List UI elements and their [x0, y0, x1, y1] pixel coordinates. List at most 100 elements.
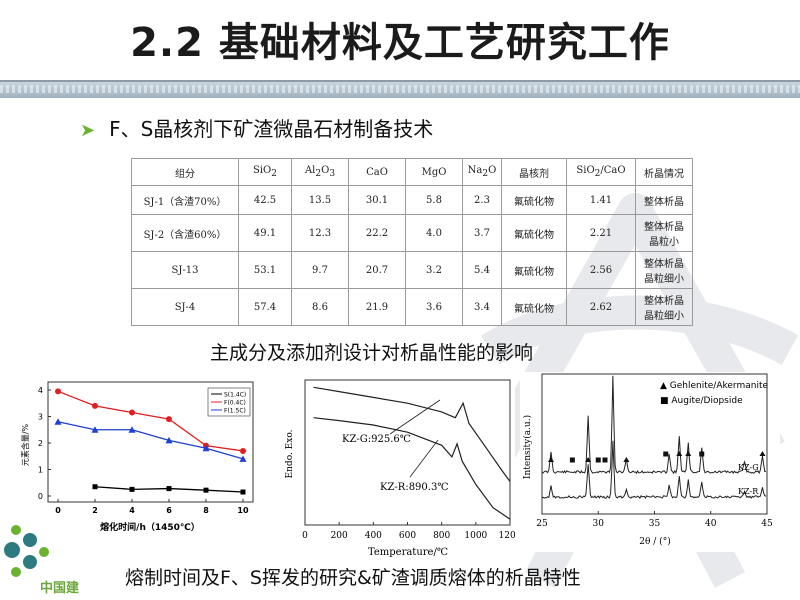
cell-ratio: 1.41: [566, 185, 636, 215]
cell-al2o3: 9.7: [291, 251, 349, 289]
cell-crystallization: 整体析晶 晶粒细小: [635, 251, 693, 289]
company-logo: [4, 525, 49, 577]
cell-nucleant: 氟硫化物: [501, 251, 567, 289]
cell-sio2: 49.1: [238, 214, 292, 252]
gehlenite-marker: [676, 451, 683, 456]
table-header: SiO2: [238, 158, 292, 186]
footer-company-text: 中国建: [40, 581, 80, 596]
chart2-xtick-label: 200: [331, 531, 348, 541]
chart2-xtick-label: 600: [399, 531, 416, 541]
chart3-xtick-label: 25: [536, 519, 548, 529]
kz-r-annotation-line: [409, 439, 439, 478]
chart1-series-line: [57, 390, 244, 452]
cell-crystallization: 整体析晶 晶粒小: [635, 214, 693, 252]
chart1-ytick-label: 3: [38, 413, 43, 422]
chart2-xlabel: Temperature/℃: [368, 547, 448, 558]
chart1-point: [128, 426, 136, 433]
cell-mgo: 3.2: [405, 251, 463, 289]
kz-g-label: KZ-G: [738, 463, 759, 472]
chart1-point: [92, 402, 98, 409]
augite-marker: [602, 457, 608, 463]
kz-g-annotation-line: [389, 399, 441, 435]
cell-ratio: 2.62: [566, 288, 636, 326]
slide-title: 2.2 基础材料及工艺研究工作: [130, 20, 670, 66]
title-divider-bar: [0, 80, 800, 98]
chart1-ytick-label: 2: [38, 439, 43, 448]
kz-g-annotation: KZ-G:925.6℃: [342, 434, 411, 445]
caption-bottom: 熔制时间及F、S挥发的研究&矿渣调质熔体的析晶特性: [125, 567, 581, 589]
cell-crystallization: 整体析晶: [635, 185, 693, 215]
xrd-chart: 25 30 35 40 45 ▲ Gehlenite/Akermanite ■ Augi…: [520, 372, 780, 552]
cell-cao: 21.9: [348, 288, 406, 326]
kz-r-curve: [313, 417, 511, 520]
xrd-legend-gehlenite: ▲ Gehlenite/Akermanite: [660, 381, 768, 391]
table-row: SJ-13 53.1 9.7 20.7 3.2 5.4 氟硫化物 2.56 整体…: [131, 251, 693, 289]
table-header: CaO: [348, 158, 406, 186]
chart2-xtick-label: 400: [365, 531, 382, 541]
cell-na2o: 3.7: [462, 214, 502, 252]
augite-marker: [595, 457, 601, 463]
table-header: Al2O3: [291, 158, 349, 186]
gehlenite-marker: [623, 457, 630, 462]
augite-marker: [699, 451, 705, 457]
chart1-xtick-label: 4: [129, 506, 135, 515]
cell-sample: SJ-13: [131, 251, 239, 289]
cell-sio2: 53.1: [238, 251, 292, 289]
chart1-ytick-label: 4: [38, 386, 43, 395]
table-header-row: 组分 SiO2 Al2O3 CaO MgO Na2O 晶核剂 SiO2/CaO …: [131, 158, 693, 186]
chart2-xtick-label: 1000: [464, 531, 487, 541]
kz-g-pattern: [541, 375, 766, 475]
gehlenite-marker: [685, 451, 692, 456]
chart1-point: [239, 455, 247, 462]
cell-cao: 20.7: [348, 251, 406, 289]
chart1-xtick-label: 8: [203, 506, 209, 515]
table-row: SJ-1（含渣70%） 42.5 13.5 30.1 5.8 2.3 氟硫化物 …: [131, 185, 693, 215]
chart1-point: [202, 444, 210, 452]
chart1-xtick-label: 10: [237, 506, 249, 515]
chart1-point: [91, 426, 99, 433]
kz-r-label: KZ-R: [738, 487, 759, 496]
chart3-ylabel: Intensity(a.u.): [522, 415, 533, 479]
chart1-point: [203, 487, 209, 493]
chart2-xtick-label: 1200: [499, 531, 515, 541]
table-header: 组分: [131, 158, 239, 186]
cell-al2o3: 12.3: [291, 214, 349, 252]
cell-na2o: 3.4: [462, 288, 502, 326]
chart3-xlabel: 2θ / (°): [639, 536, 670, 547]
cell-ratio: 2.56: [566, 251, 636, 289]
chart2-xtick-label: 0: [302, 531, 308, 541]
chart1-legend-label: F(1.5C): [224, 408, 246, 415]
xrd-legend-augite: ■ Augite/Diopside: [660, 396, 743, 406]
kz-r-pattern: [541, 440, 767, 500]
chart1-point: [240, 447, 246, 454]
cell-mgo: 5.8: [405, 185, 463, 215]
chart1-xlabel: 熔化时间/h（1450℃）: [100, 521, 200, 533]
chart1-xtick-label: 0: [55, 506, 61, 515]
table-row: SJ-4 57.4 8.6 21.9 3.6 3.4 氟硫化物 2.62 整体析…: [131, 288, 693, 326]
chart3-xtick-label: 35: [649, 519, 661, 529]
augite-marker: [663, 451, 669, 457]
table-header: Na2O: [462, 158, 502, 186]
table-row: SJ-2（含渣60%） 49.1 12.3 22.2 4.0 3.7 氟硫化物 …: [131, 214, 693, 252]
kz-g-curve: [313, 386, 511, 482]
cell-sample: SJ-4: [131, 288, 239, 326]
gehlenite-marker: [759, 451, 766, 456]
dta-chart: 0 200 400 600 800 1000 1200 KZ-G:925.6℃ KZ-R:8…: [280, 372, 515, 562]
chart2-ylabel: Endo. Exo.: [285, 429, 295, 478]
cell-sample: SJ-1（含渣70%）: [131, 185, 239, 215]
chart1-ytick-label: 0: [38, 492, 43, 501]
chart1-point: [92, 484, 98, 490]
gehlenite-marker: [585, 457, 592, 462]
cell-nucleant: 氟硫化物: [501, 288, 567, 326]
composition-table: 组分 SiO2 Al2O3 CaO MgO Na2O 晶核剂 SiO2/CaO …: [131, 158, 693, 326]
chart3-xtick-label: 40: [705, 519, 717, 529]
bullet-arrow-icon: ➤: [80, 120, 96, 141]
chart2-xtick-label: 800: [433, 531, 450, 541]
chart1-xtick-label: 2: [92, 506, 98, 515]
augite-marker: [569, 457, 575, 463]
bullet-heading: ➤ F、S晶核剂下矿渣微晶石材制备技术: [80, 113, 433, 142]
table-header: SiO2/CaO: [566, 158, 636, 186]
cell-sio2: 57.4: [238, 288, 292, 326]
chart1-point: [166, 486, 172, 492]
chart1-point: [165, 436, 173, 444]
